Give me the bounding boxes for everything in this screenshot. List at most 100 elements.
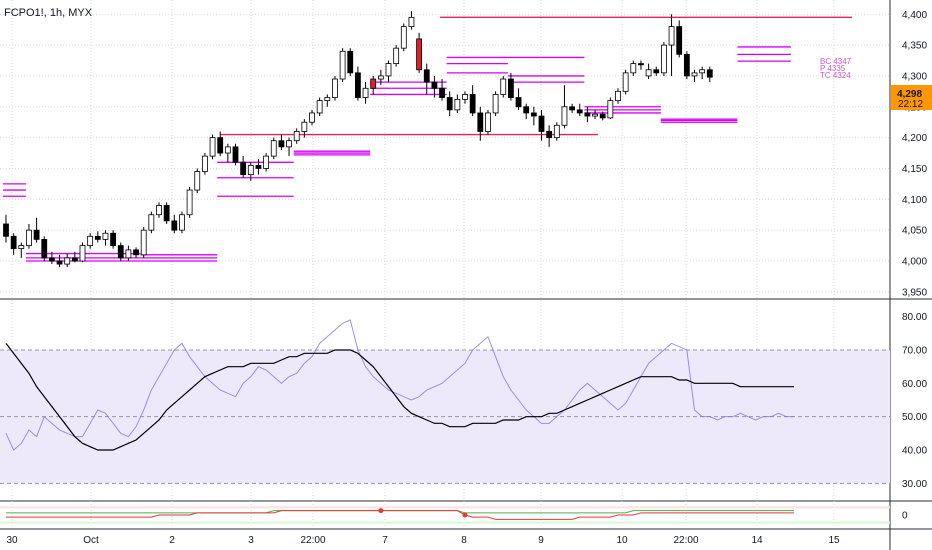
candle-body xyxy=(561,106,568,126)
time-tick-label: 7 xyxy=(382,535,388,546)
candle-body xyxy=(691,72,698,77)
candle-body xyxy=(347,50,354,74)
candle-body xyxy=(699,69,706,74)
candle-body xyxy=(26,229,32,246)
osc-tick-label: 0 xyxy=(902,511,908,522)
candle-body xyxy=(645,69,652,77)
candle-body xyxy=(584,112,591,117)
candle-body xyxy=(416,38,423,71)
time-tick-label: 22:00 xyxy=(300,535,325,546)
candle-body xyxy=(492,94,499,114)
candle-body xyxy=(393,47,400,65)
rsi-tick-label: 60.00 xyxy=(902,379,927,390)
candle-body xyxy=(439,87,445,98)
candle-body xyxy=(140,229,147,256)
candle-body xyxy=(523,106,530,114)
candle-body xyxy=(117,245,124,259)
rsi-tick-label: 70.00 xyxy=(902,346,927,357)
candle-body xyxy=(400,26,407,49)
candle-body xyxy=(569,106,575,111)
candle-body xyxy=(683,53,690,77)
bar-countdown: 22:12 xyxy=(898,99,923,110)
candle-body xyxy=(148,214,155,231)
candle-body xyxy=(224,146,231,154)
price-tick-label: 4,200 xyxy=(902,133,927,144)
candle-body xyxy=(377,75,384,80)
candle-body xyxy=(507,78,514,98)
price-tick-label: 3,950 xyxy=(902,287,927,298)
candle-body xyxy=(71,257,78,262)
candle-body xyxy=(94,235,101,240)
candle-body xyxy=(309,112,315,123)
candle-body xyxy=(18,245,25,250)
candle-body xyxy=(247,164,254,176)
candle-body xyxy=(469,94,476,114)
candle-body xyxy=(133,249,139,256)
candle-body xyxy=(263,155,270,169)
candle-body xyxy=(209,137,216,157)
price-tick-label: 4,300 xyxy=(902,71,927,82)
price-tick-label: 4,050 xyxy=(902,226,927,237)
osc-signal-marker xyxy=(378,508,384,514)
candle-body xyxy=(454,98,461,111)
candle-body xyxy=(339,50,346,80)
time-tick-label: 8 xyxy=(461,535,467,546)
price-tick-label: 4,150 xyxy=(902,164,927,175)
rsi-tick-label: 40.00 xyxy=(902,446,927,457)
candle-body xyxy=(49,257,55,262)
candle-body xyxy=(362,87,369,98)
candle-body xyxy=(515,97,522,108)
pivot-p-label: P 4335 xyxy=(820,64,846,73)
candle-body xyxy=(706,69,713,78)
candle-body xyxy=(553,124,560,139)
time-tick-label: 14 xyxy=(751,535,763,546)
price-tick-label: 4,000 xyxy=(902,256,927,267)
candle-body xyxy=(462,94,468,100)
candle-body xyxy=(615,90,621,102)
rsi-line xyxy=(5,319,794,451)
candle-body xyxy=(278,140,285,148)
candle-body xyxy=(33,229,40,240)
candle-body xyxy=(79,245,86,262)
price-tick-label: 4,400 xyxy=(902,10,927,21)
rsi-tick-label: 30.00 xyxy=(902,479,927,490)
last-price-tag: 4,298 22:12 xyxy=(891,85,932,110)
candle-body xyxy=(179,214,185,231)
candle-body xyxy=(446,97,453,111)
candle-body xyxy=(546,131,553,139)
candle-body xyxy=(385,63,392,77)
candle-body xyxy=(592,113,598,117)
time-tick-label: 3 xyxy=(248,535,254,546)
candle-body xyxy=(255,164,262,169)
candle-body xyxy=(194,171,201,191)
candle-body xyxy=(630,63,637,74)
candle-body xyxy=(607,100,614,119)
candle-body xyxy=(163,205,170,222)
candle-body xyxy=(301,121,308,132)
osc-lower-band xyxy=(0,521,890,524)
candle-body xyxy=(125,249,132,259)
candle-body xyxy=(668,26,675,46)
candle-body xyxy=(354,72,361,98)
candle-body xyxy=(477,112,484,132)
candle-body xyxy=(576,109,583,114)
candle-body xyxy=(538,115,545,132)
candle-body xyxy=(638,63,644,66)
candle-body xyxy=(56,260,63,265)
time-tick-label: 22:00 xyxy=(673,535,698,546)
candle-body xyxy=(293,131,300,142)
time-tick-label: 9 xyxy=(538,535,544,546)
candle-body xyxy=(431,81,438,89)
osc-line-red xyxy=(6,510,794,520)
time-tick-label: 15 xyxy=(828,535,840,546)
osc-upper-band xyxy=(0,506,890,509)
time-tick-label: 10 xyxy=(616,535,628,546)
candle-body xyxy=(110,232,116,246)
candle-body xyxy=(324,97,331,102)
symbol-title: FCPO1!, 1h, MYX xyxy=(4,7,93,19)
candle-body xyxy=(423,69,430,83)
candle-body xyxy=(408,16,415,27)
rsi-tick-label: 50.00 xyxy=(902,412,927,423)
time-tick-label: 30 xyxy=(6,535,18,546)
